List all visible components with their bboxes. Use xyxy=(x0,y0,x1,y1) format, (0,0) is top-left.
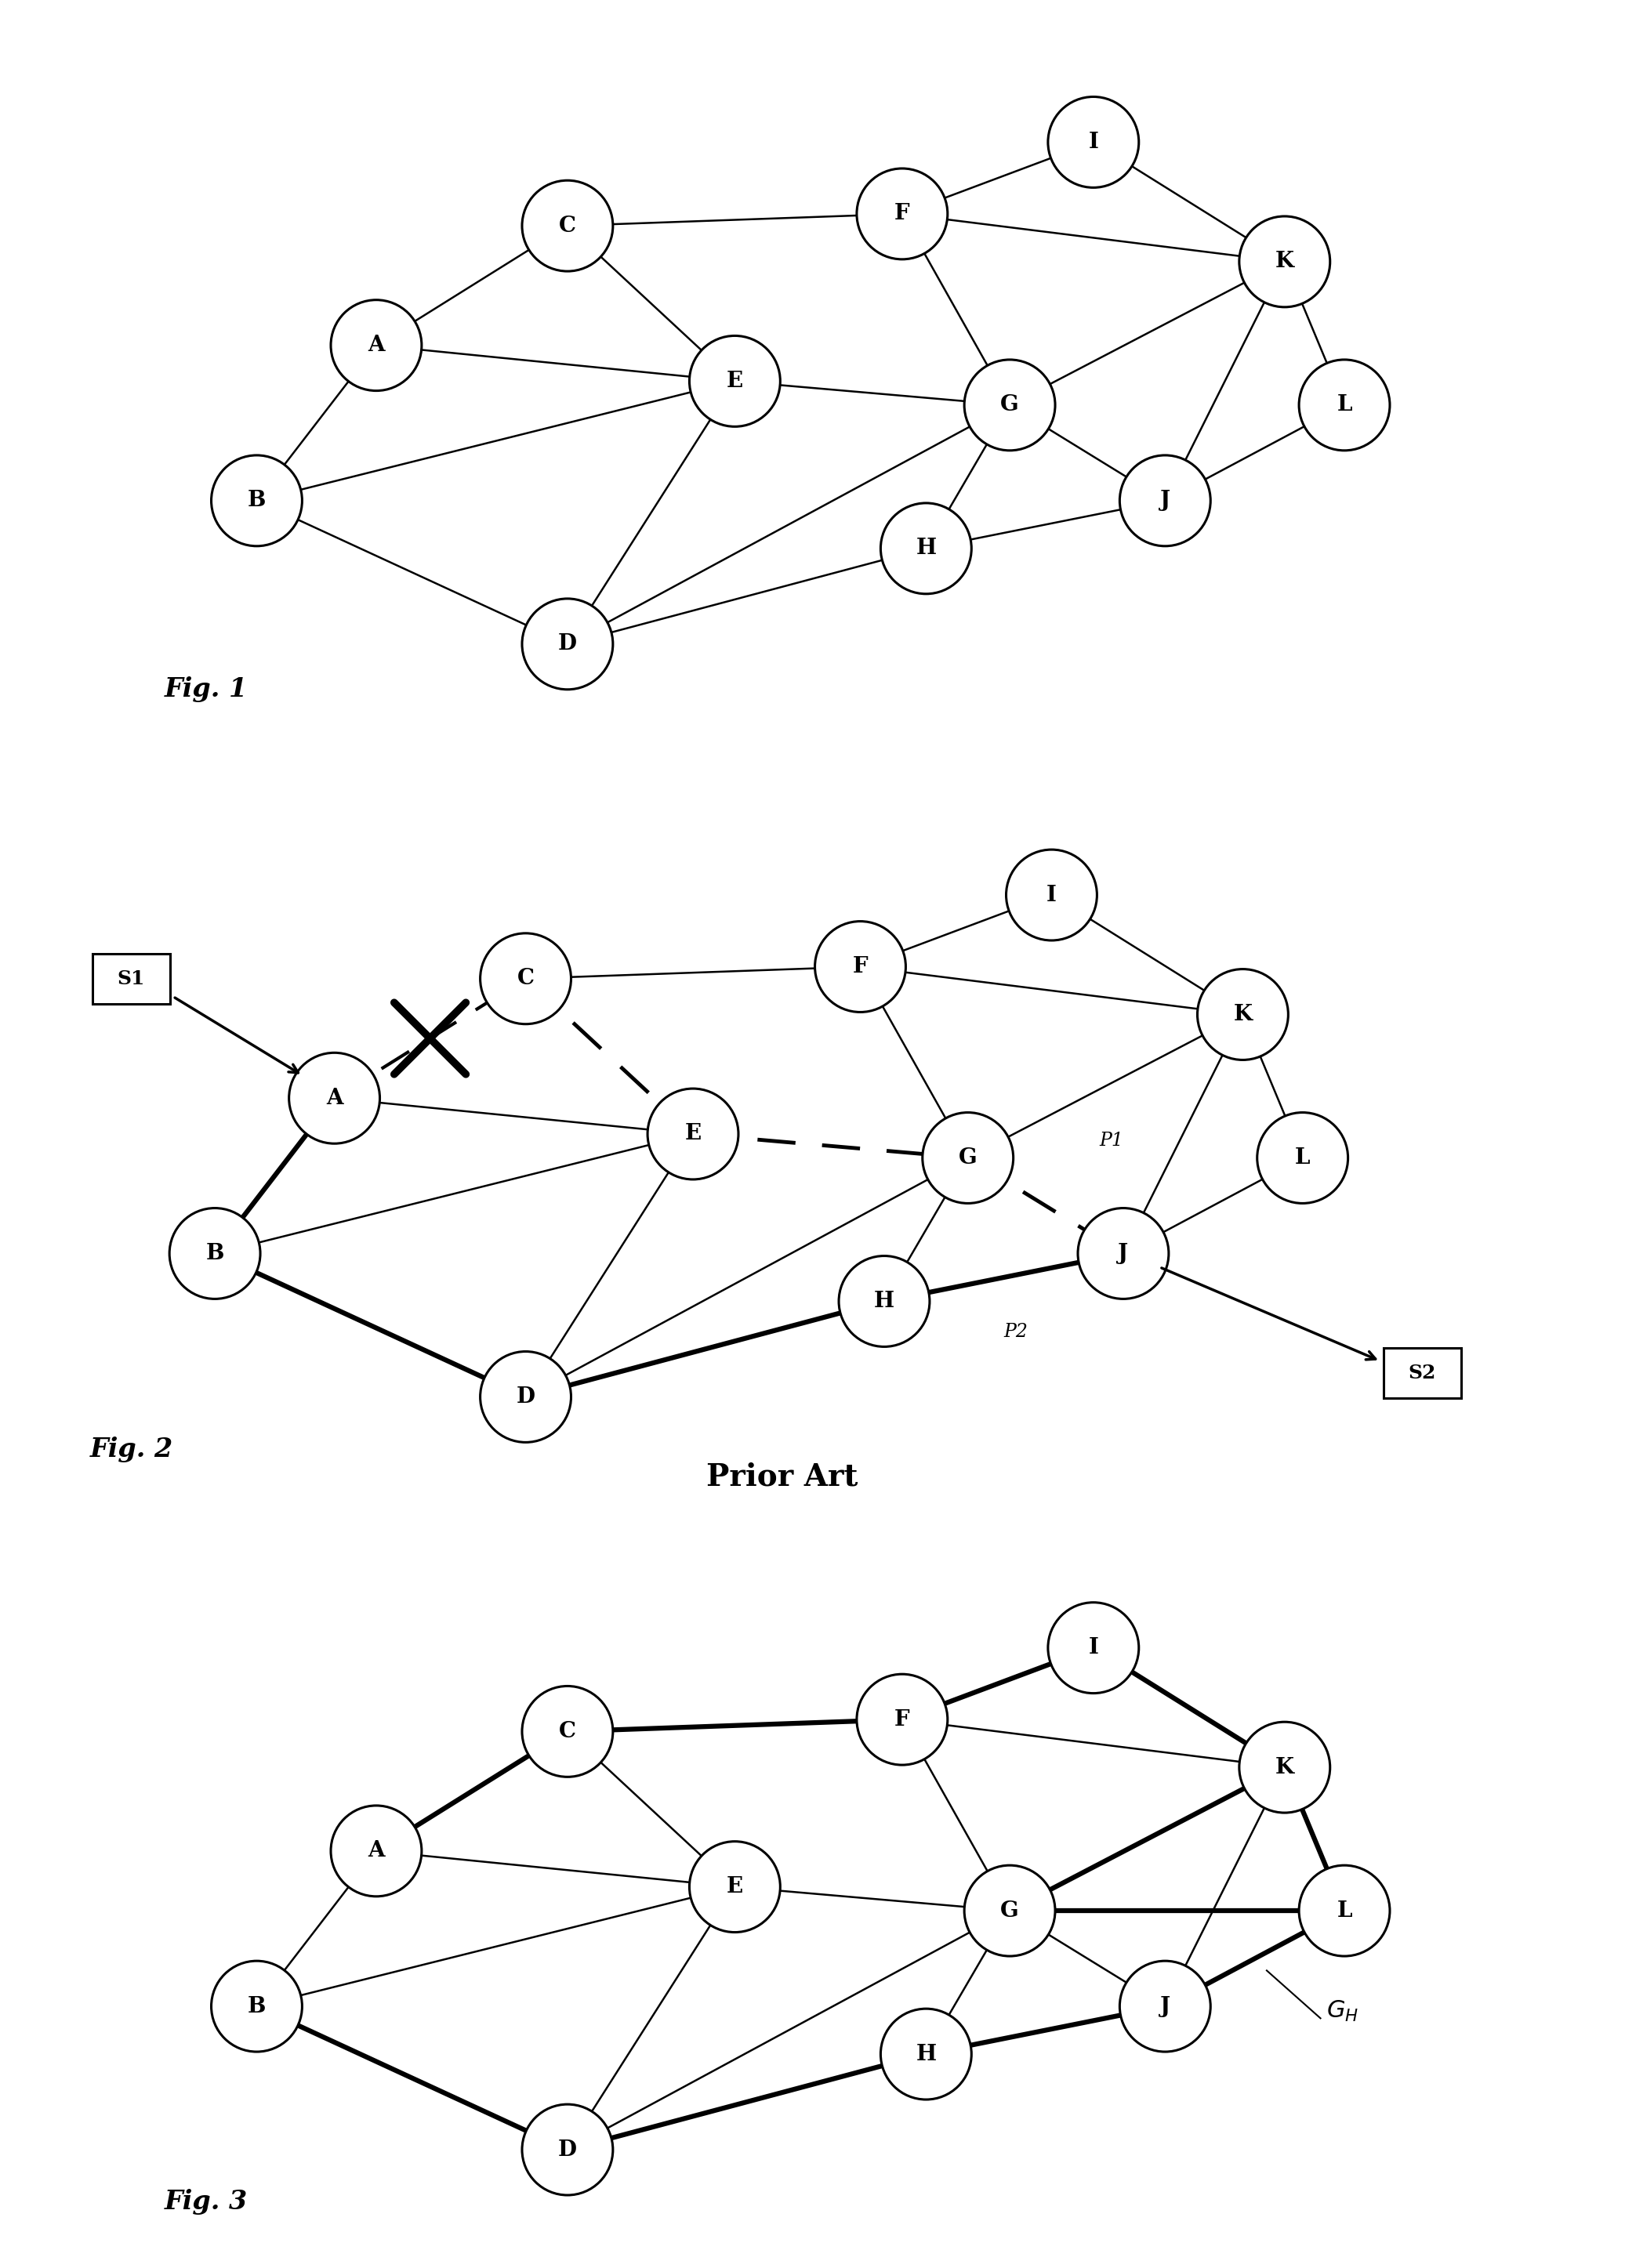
Text: B: B xyxy=(247,1996,267,2016)
Circle shape xyxy=(1298,1864,1389,1955)
Text: Fig. 2: Fig. 2 xyxy=(89,1436,172,1463)
Circle shape xyxy=(689,336,780,426)
Circle shape xyxy=(964,361,1055,451)
FancyBboxPatch shape xyxy=(1383,1347,1461,1397)
Text: E: E xyxy=(726,1876,743,1898)
Circle shape xyxy=(1198,968,1289,1059)
Text: Prior Art: Prior Art xyxy=(707,1463,858,1492)
Text: S2: S2 xyxy=(1409,1363,1436,1383)
Text: E: E xyxy=(726,370,743,392)
Text: G: G xyxy=(959,1148,977,1168)
Circle shape xyxy=(814,921,905,1012)
Circle shape xyxy=(522,181,613,272)
Text: I: I xyxy=(1089,132,1099,152)
Text: B: B xyxy=(247,490,267,510)
Circle shape xyxy=(923,1114,1014,1204)
Text: D: D xyxy=(557,2139,577,2161)
Circle shape xyxy=(481,932,570,1025)
Text: A: A xyxy=(327,1089,343,1109)
Text: S1: S1 xyxy=(117,968,145,989)
Circle shape xyxy=(332,1805,421,1896)
Circle shape xyxy=(289,1052,380,1143)
Text: D: D xyxy=(557,633,577,655)
Text: G: G xyxy=(1001,1901,1019,1921)
Text: C: C xyxy=(559,215,577,236)
Text: C: C xyxy=(559,1721,577,1742)
Text: P1: P1 xyxy=(1100,1132,1123,1150)
Text: F: F xyxy=(853,957,868,978)
Text: J: J xyxy=(1160,1996,1170,2016)
Text: $G_H$: $G_H$ xyxy=(1326,2000,1358,2023)
Circle shape xyxy=(1048,1603,1139,1694)
Circle shape xyxy=(522,1685,613,1776)
Text: B: B xyxy=(206,1243,224,1263)
Circle shape xyxy=(881,2009,972,2100)
Text: F: F xyxy=(894,204,910,225)
Circle shape xyxy=(1077,1209,1168,1300)
Text: I: I xyxy=(1089,1637,1099,1658)
Text: J: J xyxy=(1118,1243,1128,1263)
Circle shape xyxy=(522,2105,613,2195)
Circle shape xyxy=(481,1352,570,1442)
Text: C: C xyxy=(517,968,535,989)
Circle shape xyxy=(169,1209,260,1300)
Circle shape xyxy=(647,1089,738,1179)
Text: K: K xyxy=(1276,252,1294,272)
Text: H: H xyxy=(916,538,936,558)
Text: F: F xyxy=(894,1710,910,1730)
Text: G: G xyxy=(1001,395,1019,415)
Text: J: J xyxy=(1160,490,1170,510)
Circle shape xyxy=(964,1864,1055,1955)
Text: A: A xyxy=(367,336,385,356)
Circle shape xyxy=(1120,1962,1211,2053)
Text: H: H xyxy=(874,1290,894,1311)
Circle shape xyxy=(1048,98,1139,188)
Circle shape xyxy=(522,599,613,689)
Circle shape xyxy=(1120,456,1211,547)
Text: Fig. 3: Fig. 3 xyxy=(164,2189,247,2216)
Circle shape xyxy=(1240,215,1329,306)
Text: E: E xyxy=(684,1123,702,1145)
FancyBboxPatch shape xyxy=(93,953,171,1005)
Text: Fig. 1: Fig. 1 xyxy=(164,676,247,703)
Circle shape xyxy=(1006,850,1097,941)
Circle shape xyxy=(856,1674,947,1765)
Circle shape xyxy=(211,1962,302,2053)
Circle shape xyxy=(1298,361,1389,451)
Circle shape xyxy=(1258,1114,1349,1204)
Text: I: I xyxy=(1046,885,1056,905)
Text: K: K xyxy=(1233,1005,1253,1025)
Circle shape xyxy=(839,1256,930,1347)
Text: P2: P2 xyxy=(1004,1322,1029,1340)
Text: H: H xyxy=(916,2043,936,2064)
Text: L: L xyxy=(1337,395,1352,415)
Text: L: L xyxy=(1295,1148,1310,1168)
Text: D: D xyxy=(517,1386,535,1408)
Circle shape xyxy=(332,299,421,390)
Text: L: L xyxy=(1337,1901,1352,1921)
Circle shape xyxy=(881,503,972,594)
Circle shape xyxy=(689,1842,780,1932)
Circle shape xyxy=(856,168,947,259)
Circle shape xyxy=(1240,1721,1329,1812)
Text: A: A xyxy=(367,1839,385,1862)
Circle shape xyxy=(211,456,302,547)
Text: K: K xyxy=(1276,1758,1294,1778)
